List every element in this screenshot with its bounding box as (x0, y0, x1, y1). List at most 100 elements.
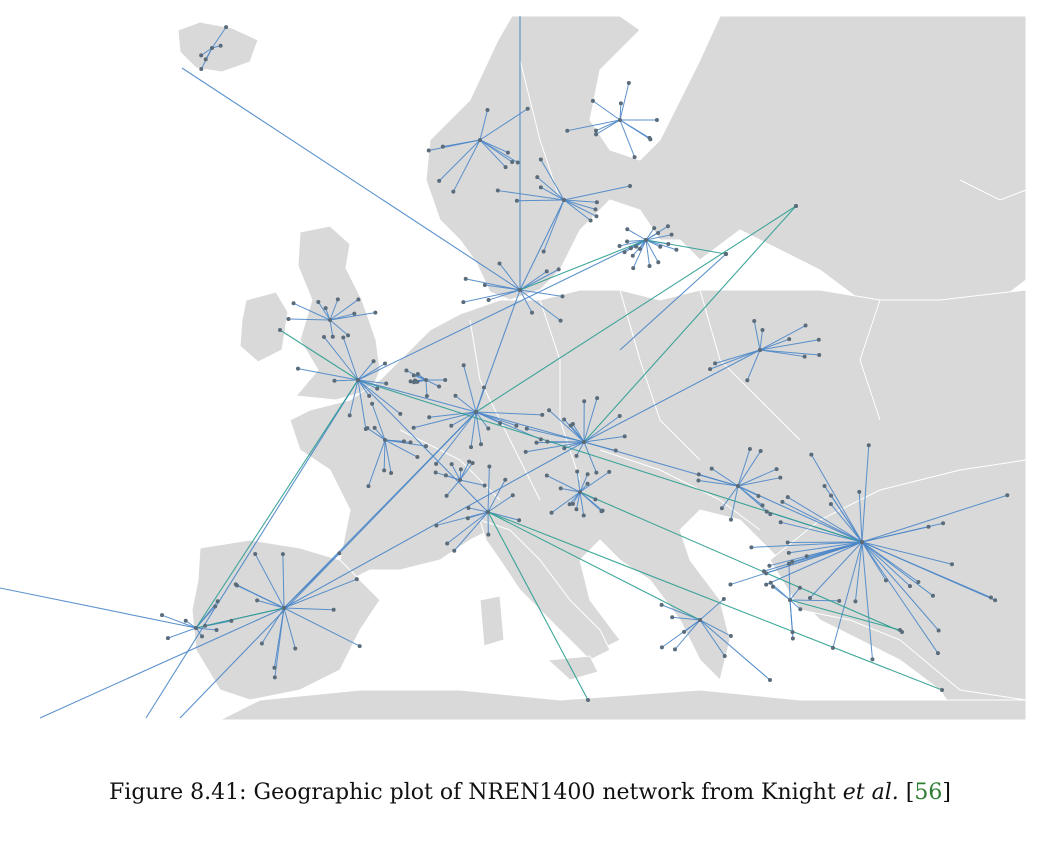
network-node (465, 516, 470, 521)
network-link (861, 541, 939, 654)
network-link (283, 607, 334, 611)
network-node (404, 368, 409, 373)
network-link (563, 199, 597, 203)
network-node (674, 247, 679, 252)
network-nodes (160, 25, 1010, 702)
network-node (375, 386, 380, 391)
citation-link[interactable]: 56 (914, 780, 943, 805)
network-node (497, 261, 502, 266)
network-node (498, 421, 503, 426)
network-node (354, 577, 359, 582)
network-node (666, 242, 671, 247)
network-node (518, 288, 522, 292)
network-link (645, 239, 651, 267)
network-node (768, 580, 773, 585)
network-link (583, 349, 761, 443)
network-link (583, 441, 597, 473)
network-link (595, 119, 621, 135)
network-node (517, 518, 522, 523)
network-link (861, 541, 911, 587)
network-node (411, 373, 416, 378)
network-node (415, 455, 420, 460)
network-node (778, 520, 783, 525)
network-link (858, 491, 863, 543)
network-link (861, 445, 870, 543)
network-link (737, 485, 763, 506)
network-link (349, 379, 359, 416)
network-node (790, 630, 795, 635)
network-link (357, 379, 477, 413)
network-link (195, 627, 217, 631)
network-node (607, 469, 612, 474)
network-node (389, 471, 394, 476)
network-link (737, 477, 781, 487)
network-node (562, 417, 567, 422)
network-link (459, 462, 474, 481)
network-link (435, 411, 477, 465)
network-link (479, 109, 488, 141)
network-link (467, 511, 489, 519)
network-node (210, 46, 214, 50)
network-link (737, 450, 762, 487)
network-node (618, 118, 622, 122)
network-node (515, 160, 520, 165)
network-node (617, 243, 622, 248)
network-node (804, 554, 809, 559)
network-node (486, 298, 491, 303)
network-node (570, 422, 575, 427)
network-node (183, 618, 188, 623)
network-node (451, 189, 456, 194)
network-link (519, 289, 561, 321)
network-node (590, 98, 595, 103)
network-link (282, 554, 285, 609)
network-node (449, 462, 454, 467)
network-node (802, 354, 807, 359)
network-link (711, 468, 739, 487)
border (959, 179, 1027, 201)
network-node (722, 654, 727, 659)
network-node (328, 318, 332, 322)
network-node (347, 413, 352, 418)
network-node (593, 128, 598, 133)
network-node (785, 540, 790, 545)
network-node (631, 266, 636, 271)
land-sicily (546, 655, 599, 681)
network-link (487, 511, 589, 701)
network-link (329, 312, 376, 321)
network-link (235, 583, 285, 609)
network-node (357, 644, 362, 649)
network-node (282, 606, 286, 610)
network-node (352, 311, 357, 316)
network-link (519, 239, 647, 291)
network-link (861, 541, 873, 660)
network-link (465, 278, 521, 291)
network-link (446, 511, 489, 544)
network-node (443, 378, 448, 383)
network-node (538, 185, 543, 190)
network-node (332, 378, 337, 383)
network-node (411, 425, 416, 430)
network-link (789, 599, 801, 610)
land-scandinavia (425, 15, 1027, 331)
network-node (736, 484, 740, 488)
network-node (764, 571, 769, 576)
network-node (628, 246, 633, 251)
network-link (475, 205, 797, 413)
network-link (451, 463, 461, 481)
network-link (475, 411, 543, 416)
network-node (467, 459, 472, 464)
network-node (525, 106, 530, 111)
network-link (627, 228, 647, 241)
network-link (672, 616, 701, 621)
network-node (280, 552, 285, 557)
network-link (782, 501, 863, 543)
network-link (619, 119, 650, 139)
network-link (459, 461, 470, 481)
network-link (487, 511, 701, 621)
network-link (181, 67, 521, 291)
network-link (861, 541, 996, 601)
network-node (760, 328, 765, 333)
network-link (543, 199, 565, 252)
network-link (185, 620, 197, 629)
network-node (829, 493, 834, 498)
